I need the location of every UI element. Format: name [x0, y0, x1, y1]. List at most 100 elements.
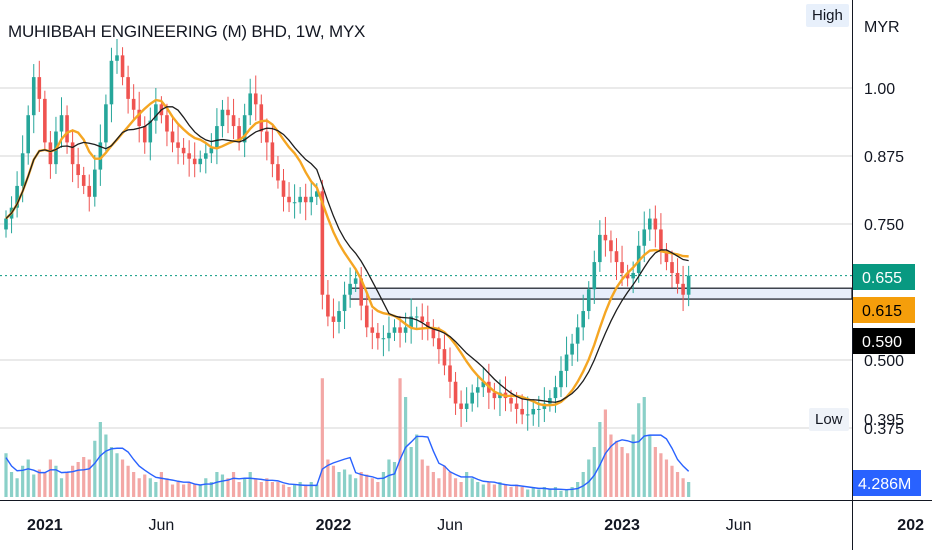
- x-tick-label: 2021: [27, 517, 63, 534]
- volume-bar: [159, 472, 163, 497]
- candle-body: [426, 321, 430, 328]
- volume-bar: [304, 484, 308, 497]
- volume-bar: [26, 459, 30, 497]
- low-value-label: 0.395: [864, 412, 905, 429]
- volume-bar: [293, 484, 297, 497]
- volume-bar: [132, 472, 136, 497]
- candle-body: [31, 77, 36, 116]
- volume-bar: [453, 478, 458, 497]
- volume-bar: [537, 489, 541, 497]
- candle-body: [65, 115, 69, 143]
- candle-body: [364, 305, 369, 328]
- chart-title: MUHIBBAH ENGINEERING (M) BHD, 1W, MYX: [8, 22, 366, 41]
- candle-body: [37, 77, 42, 99]
- volume-bar: [553, 487, 558, 497]
- volume-bar: [470, 478, 474, 497]
- candle-body: [126, 77, 130, 99]
- candle-body: [664, 251, 669, 263]
- candle-body: [4, 218, 8, 230]
- volume-bar: [315, 484, 319, 497]
- volume-bar: [209, 482, 213, 497]
- candle-body: [292, 202, 297, 204]
- volume-label-text: 4.286M: [858, 476, 911, 493]
- candle-body: [575, 327, 580, 344]
- candle-body: [586, 289, 591, 312]
- volume-bar: [487, 482, 491, 497]
- candle-body: [437, 338, 441, 350]
- candle-body: [525, 414, 530, 416]
- candle-body: [287, 196, 291, 203]
- volume-bar: [198, 484, 202, 497]
- volume-bar: [376, 482, 380, 497]
- candle-body: [281, 180, 286, 197]
- volume-bar: [143, 474, 147, 497]
- candle-body: [398, 327, 402, 333]
- candle-body: [337, 311, 341, 322]
- volume-bar: [614, 440, 619, 497]
- y-tick-label: 0.375: [864, 421, 904, 438]
- volume-bar: [442, 465, 447, 497]
- candle-body: [403, 327, 408, 333]
- candle-body: [15, 185, 19, 208]
- candle-body: [603, 234, 608, 241]
- volume-bar: [542, 487, 546, 497]
- candle-body: [192, 158, 197, 165]
- volume-bar: [4, 453, 8, 497]
- candle-body: [376, 332, 380, 339]
- volume-bar: [437, 478, 441, 497]
- volume-bar: [459, 482, 463, 497]
- volume-bar: [32, 474, 36, 497]
- volume-bar: [43, 472, 47, 497]
- volume-bar: [659, 453, 663, 497]
- candle-body: [381, 338, 386, 340]
- candle-body: [315, 191, 319, 197]
- candle-body: [559, 370, 563, 388]
- candle-body: [303, 196, 308, 203]
- candle-body: [253, 93, 258, 105]
- volume-bar: [265, 478, 269, 497]
- volume-bar: [115, 453, 119, 497]
- candle-body: [187, 153, 191, 159]
- volume-bar: [581, 472, 585, 497]
- candle-body: [620, 262, 624, 273]
- volume-bar: [431, 472, 435, 497]
- volume-bar: [598, 422, 602, 497]
- volume-bar: [270, 482, 274, 497]
- volume-bar: [642, 397, 646, 497]
- volume-bar: [76, 462, 80, 497]
- candle-body: [265, 131, 269, 143]
- volume-bar: [498, 482, 502, 497]
- volume-bar: [648, 434, 652, 497]
- candle-body: [598, 234, 602, 263]
- volume-bar: [220, 474, 225, 497]
- candle-body: [59, 115, 64, 132]
- candle-body: [475, 387, 480, 393]
- candle-body: [109, 60, 114, 105]
- volume-bar: [653, 447, 657, 497]
- candle-body: [104, 104, 108, 143]
- volume-bar: [587, 459, 591, 497]
- candle-body: [215, 126, 219, 148]
- volume-bar: [559, 490, 563, 497]
- candle-body: [448, 365, 452, 382]
- candle-body: [76, 164, 80, 176]
- volume-bar: [631, 434, 635, 497]
- volume-bar: [531, 487, 535, 497]
- candle-body: [564, 354, 569, 371]
- candle-body: [87, 185, 92, 197]
- volume-bar: [87, 459, 91, 497]
- volume-bar: [387, 459, 391, 497]
- candle-body: [548, 398, 552, 404]
- candle-body: [93, 169, 97, 197]
- volume-bar: [354, 478, 358, 497]
- candle-body: [353, 278, 358, 284]
- volume-bar: [370, 478, 374, 497]
- volume-bar: [448, 472, 452, 497]
- volume-bar: [420, 459, 424, 497]
- ma-fast-line: [5, 98, 689, 407]
- volume-bar: [276, 482, 280, 497]
- volume-bar: [82, 457, 86, 497]
- volume-bar: [481, 484, 485, 497]
- volume-bar: [503, 484, 508, 497]
